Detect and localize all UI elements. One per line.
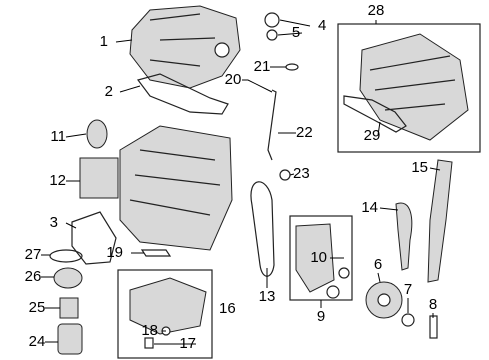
callout: 13 <box>259 288 276 305</box>
callout: 26 <box>25 268 42 285</box>
callout: 9 <box>317 308 325 325</box>
callout: 29 <box>364 127 381 144</box>
leader-lines <box>41 19 441 345</box>
callout: 1 <box>100 33 108 50</box>
callout: 18 <box>141 322 158 339</box>
callout: 14 <box>361 199 378 216</box>
callout: 27 <box>25 246 42 263</box>
callout: 4 <box>318 17 326 34</box>
parts-drawing <box>49 5 481 359</box>
callout: 7 <box>404 281 412 298</box>
callout: 20 <box>225 71 242 88</box>
callout: 21 <box>254 58 271 75</box>
callout: 16 <box>219 300 236 317</box>
callout: 25 <box>29 299 46 316</box>
callout: 23 <box>293 165 310 182</box>
callout: 6 <box>374 256 382 273</box>
callout: 10 <box>310 249 327 266</box>
callout: 19 <box>106 244 123 261</box>
callout: 2 <box>105 83 113 100</box>
callout: 12 <box>49 172 66 189</box>
callout: 22 <box>296 124 313 141</box>
callout: 3 <box>50 214 58 231</box>
callout: 5 <box>292 24 300 41</box>
callout: 24 <box>29 333 46 350</box>
callout: 15 <box>411 159 428 176</box>
callout: 28 <box>368 2 385 19</box>
callout: 8 <box>429 296 437 313</box>
callout-labels: 1 2 3 4 5 6 7 8 9 10 11 12 13 14 15 16 1… <box>25 2 438 352</box>
callout: 17 <box>179 335 196 352</box>
callout: 11 <box>50 128 66 145</box>
